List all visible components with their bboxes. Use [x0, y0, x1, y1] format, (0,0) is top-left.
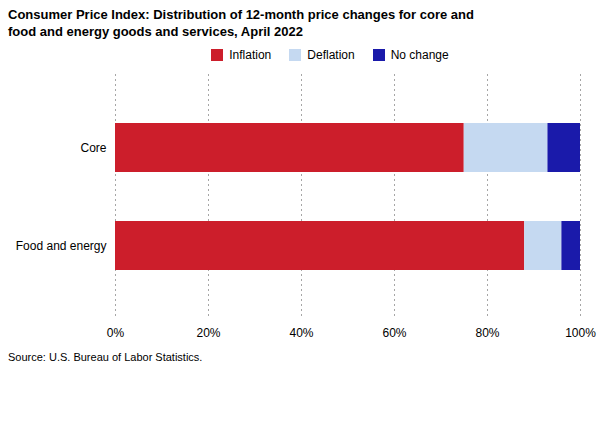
html-text:Consumer Price Index: Distribu: Consumer Price Index: Distribution of 12… — [8, 7, 474, 39]
svg-text:60%: 60% — [382, 326, 406, 340]
svg-text:0%: 0% — [107, 326, 125, 340]
html-text:Deflation: Deflation — [307, 48, 355, 62]
svg-text:40%: 40% — [289, 326, 313, 340]
html-text:No change: No change — [390, 48, 449, 62]
html-text:Inflation: Inflation — [229, 48, 272, 62]
svg-text:80%: 80% — [475, 326, 499, 340]
svg-text:Core: Core — [80, 141, 106, 155]
svg-text:20%: 20% — [196, 326, 220, 340]
svg-text:Food and energy: Food and energy — [16, 239, 107, 253]
html-text:Source: U.S. Bureau of Labor S: Source: U.S. Bureau of Labor Statistics. — [8, 351, 203, 363]
svg-text:100%: 100% — [565, 326, 596, 340]
